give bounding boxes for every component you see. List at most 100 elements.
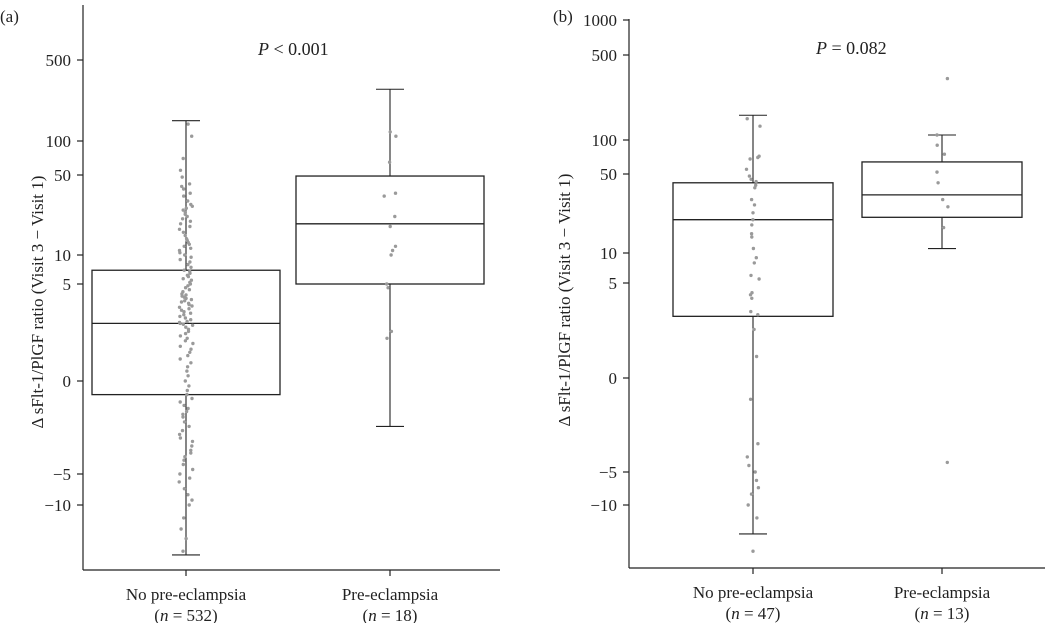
- data-point: [757, 277, 761, 281]
- y-tick-label: −5: [599, 463, 617, 482]
- data-point: [177, 480, 181, 484]
- box-iqr: [295, 175, 485, 285]
- data-point: [185, 214, 189, 219]
- n-symbol: n: [368, 606, 377, 623]
- data-point: [387, 160, 392, 164]
- data-point: [182, 403, 186, 408]
- data-point: [749, 273, 753, 278]
- data-point: [186, 262, 190, 267]
- data-point: [182, 458, 186, 462]
- data-point: [394, 134, 398, 138]
- data-point: [750, 223, 754, 227]
- data-point: [744, 167, 749, 171]
- data-point: [182, 487, 187, 491]
- data-point: [187, 503, 191, 507]
- data-point: [178, 344, 182, 348]
- data-point: [179, 527, 183, 531]
- data-point: [188, 282, 193, 286]
- x-tick-label: Pre-eclampsia: [342, 585, 439, 604]
- data-point: [749, 232, 754, 236]
- data-point: [935, 143, 939, 147]
- y-tick-label: 10: [600, 244, 617, 263]
- data-point: [753, 470, 757, 474]
- data-point: [183, 339, 188, 343]
- data-point: [180, 184, 184, 189]
- data-point: [755, 516, 759, 520]
- panel-b-axes: −10 −5 0 5 10 50 100 500 1000: [583, 11, 1045, 574]
- data-point: [184, 325, 188, 329]
- data-point: [189, 297, 194, 302]
- data-point: [181, 187, 186, 191]
- data-point: [181, 230, 186, 234]
- data-point: [183, 286, 188, 290]
- panel-b: (b) P = 0.082 Δ sFlt-1/PlGF ratio (Visit…: [553, 7, 1045, 623]
- data-point: [188, 260, 192, 264]
- data-point: [181, 208, 185, 212]
- paren-open: (: [726, 604, 732, 623]
- data-point: [184, 409, 189, 414]
- data-point: [183, 331, 188, 336]
- data-point: [753, 186, 757, 190]
- data-point: [187, 302, 191, 307]
- n-count: = 532): [168, 606, 217, 623]
- data-point: [386, 286, 390, 290]
- x-tick-sublabel: (n = 47): [726, 604, 781, 623]
- panel-a-label: (a): [0, 7, 19, 26]
- data-point: [749, 197, 754, 202]
- data-point: [178, 400, 182, 404]
- data-point: [754, 183, 758, 187]
- p-symbol: P: [257, 39, 269, 59]
- y-tick-label: 5: [63, 275, 72, 294]
- data-point: [758, 124, 762, 128]
- data-point: [945, 460, 949, 465]
- data-point: [752, 203, 757, 207]
- data-point: [187, 307, 191, 311]
- data-point: [936, 181, 940, 185]
- data-point: [186, 406, 190, 411]
- data-point: [389, 253, 393, 257]
- data-point: [188, 219, 193, 223]
- data-point: [751, 211, 755, 215]
- data-point: [746, 503, 750, 507]
- data-point: [191, 341, 195, 346]
- data-point: [747, 463, 751, 468]
- box-iqr: [861, 161, 1023, 218]
- data-point: [181, 322, 185, 326]
- panel-b-category-labels: No pre-eclampsia(n = 47)Pre-eclampsia(n …: [693, 583, 991, 623]
- y-tick-label: 100: [46, 132, 72, 151]
- panel-b-marks: [672, 76, 1023, 553]
- paren-open: (: [363, 606, 369, 623]
- data-point: [184, 536, 188, 541]
- data-point: [189, 255, 193, 259]
- data-point: [180, 217, 185, 221]
- data-point: [188, 476, 192, 480]
- data-point: [180, 428, 185, 433]
- data-point: [185, 369, 189, 373]
- data-point: [756, 313, 760, 317]
- data-point: [749, 492, 754, 496]
- data-point: [178, 314, 182, 319]
- data-point: [751, 246, 756, 251]
- data-point: [182, 310, 186, 314]
- data-point: [382, 194, 386, 198]
- data-point: [185, 392, 189, 397]
- x-tick-label: Pre-eclampsia: [894, 583, 991, 602]
- data-point: [186, 374, 190, 378]
- x-tick-sublabel: (n = 13): [915, 604, 970, 623]
- data-point: [181, 415, 185, 419]
- data-point: [941, 197, 945, 202]
- data-point: [183, 233, 187, 238]
- data-point: [186, 353, 190, 358]
- panel-a: (a) P < 0.001 Δ sFlt-1/PlGF ratio (Visit…: [0, 5, 500, 623]
- data-point: [385, 282, 389, 286]
- data-point: [393, 214, 397, 219]
- paren-open: (: [915, 604, 921, 623]
- data-point: [945, 76, 950, 81]
- data-point: [177, 432, 182, 437]
- y-tick-label: 100: [592, 131, 618, 150]
- n-count: = 18): [377, 606, 418, 623]
- data-point: [190, 444, 194, 448]
- data-point: [179, 308, 184, 312]
- data-point: [745, 117, 749, 121]
